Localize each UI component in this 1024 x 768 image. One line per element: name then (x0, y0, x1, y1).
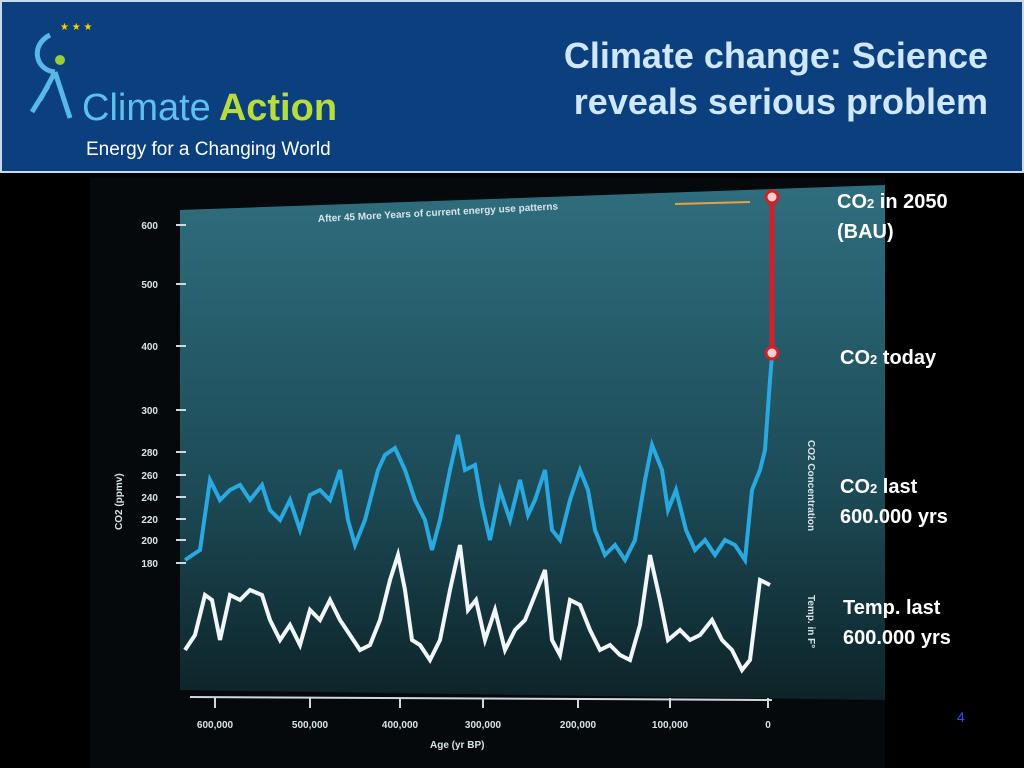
y-tick-label: 280 (141, 448, 158, 459)
marker-2050 (764, 189, 780, 205)
x-tick-label: 400,000 (382, 720, 419, 731)
label: Temp. last (843, 597, 941, 619)
logo-word: Climate (82, 87, 211, 129)
label-subscript: 2 (870, 352, 877, 367)
header-band (0, 0, 1024, 173)
logo-figure (29, 32, 73, 119)
y-tick-label: 180 (141, 559, 158, 570)
tagline: Energy for a Changing World (86, 139, 331, 160)
co2-curve (183, 355, 774, 566)
y-tick-label: 240 (141, 493, 158, 504)
logo-dot (55, 55, 65, 65)
label: CO2 in 2050 (837, 191, 948, 213)
label-text: CO (840, 347, 870, 369)
label: CO2 last (840, 476, 918, 498)
stars: ★ ★ ★ (60, 22, 92, 33)
label-text: last (877, 476, 917, 498)
label-text: CO (840, 476, 870, 498)
title: Climate change: Science (564, 35, 988, 76)
title: reveals serious problem (574, 81, 988, 122)
label-text: Temp. last (843, 597, 941, 619)
x-axis (189, 696, 773, 701)
y-tick-label: 600 (141, 221, 158, 232)
y-tick-label: 500 (141, 280, 158, 291)
logo-text: Climate Action (82, 87, 337, 129)
annotation-arrow (674, 201, 751, 205)
x-ticks: 600,000 500,000 400,000 300,000 200,000 100,0… (197, 698, 771, 731)
right-axis-label: Temp. in F° (805, 595, 816, 648)
x-tick-label: 100,000 (652, 720, 689, 731)
x-tick-label: 600,000 (197, 720, 234, 731)
label: CO2 today (840, 347, 937, 369)
label-text: today (877, 347, 937, 369)
x-tick-label: 200,000 (560, 720, 597, 731)
y-tick-label: 300 (141, 406, 158, 417)
label-line2: 600.000 yrs (843, 627, 951, 649)
label-text: in 2050 (874, 191, 947, 213)
label-subscript: 2 (867, 196, 874, 211)
label-line2: 600.000 yrs (840, 506, 948, 528)
y-tick-label: 220 (141, 515, 158, 526)
logo-word: Action (219, 87, 337, 129)
screen (180, 185, 885, 700)
x-axis-label: Age (yr BP) (430, 740, 484, 751)
y-tick-label: 200 (141, 536, 158, 547)
y-ticks: 600 500 400 300 280 260 240 220 200 180 (141, 221, 186, 570)
y-tick-label: 260 (141, 471, 158, 482)
x-tick-label: 0 (765, 720, 771, 731)
x-tick-label: 300,000 (465, 720, 502, 731)
right-axis-label: CO2 Concentration (805, 440, 816, 531)
temp-curve (183, 544, 771, 674)
x-tick-label: 500,000 (292, 720, 329, 731)
y-axis-label: CO2 (ppmv) (114, 473, 125, 530)
marker-today (764, 345, 780, 361)
logo: ★ ★ ★ Climate Action Energy for a Changin… (29, 22, 337, 160)
label-line2: (BAU) (837, 221, 894, 243)
y-tick-label: 400 (141, 342, 158, 353)
label-subscript: 2 (870, 481, 877, 496)
page-number: 4 (957, 709, 965, 725)
label-text: CO (837, 191, 867, 213)
